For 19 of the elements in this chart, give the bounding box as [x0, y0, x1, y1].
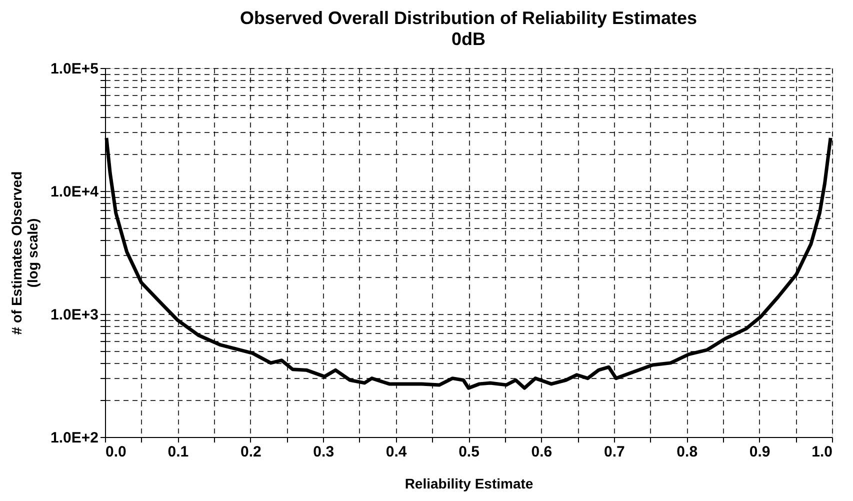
y-tick-label: 1.0E+4: [50, 184, 100, 200]
chart-title: Observed Overall Distribution of Reliability Estimates: [240, 8, 698, 28]
x-tick-label: 0.5: [458, 444, 480, 460]
x-tick-label: 0.9: [749, 444, 770, 460]
y-axis-title: # of Estimates Observed (log scale): [8, 171, 41, 335]
x-tick-label: 1.0: [812, 444, 832, 460]
x-tick-label: 0.0: [106, 444, 126, 460]
x-axis-title: Reliability Estimate: [404, 476, 534, 492]
y-tick-label: 1.0E+5: [50, 60, 98, 78]
x-tick-label: 0.7: [604, 444, 625, 460]
x-tick-label: 0.1: [168, 444, 189, 460]
x-tick-label: 0.2: [240, 444, 262, 460]
chart-subtitle: 0dB: [451, 29, 486, 49]
x-tick-label: 0.6: [531, 444, 552, 460]
y-tick-label: 1.0E+2: [50, 430, 98, 446]
x-tick-label: 0.8: [676, 444, 698, 460]
x-tick-label: 0.4: [386, 444, 408, 460]
y-tick-label: 1.0E+3: [50, 306, 98, 324]
x-tick-label: 0.3: [313, 444, 334, 460]
